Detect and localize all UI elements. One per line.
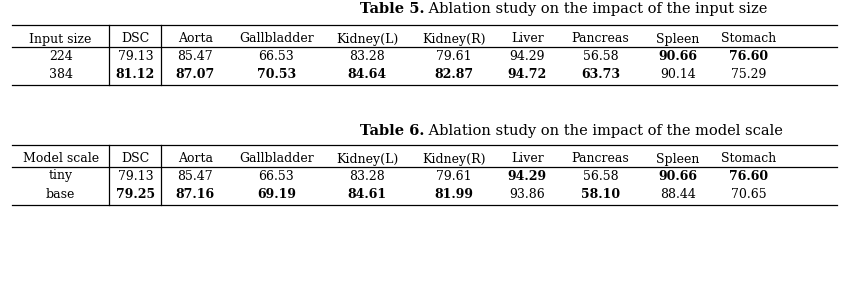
Text: 69.19: 69.19 (257, 188, 296, 200)
Text: Aorta: Aorta (177, 33, 212, 46)
Text: 66.53: 66.53 (259, 170, 295, 183)
Text: Ablation study on the impact of the input size: Ablation study on the impact of the inpu… (424, 2, 767, 16)
Text: 83.28: 83.28 (349, 50, 385, 63)
Text: 87.16: 87.16 (176, 188, 215, 200)
Text: Input size: Input size (30, 33, 92, 46)
Text: 94.72: 94.72 (508, 68, 547, 80)
Text: Pancreas: Pancreas (571, 33, 629, 46)
Text: 56.58: 56.58 (582, 50, 618, 63)
Text: Liver: Liver (511, 33, 543, 46)
Text: DSC: DSC (121, 153, 149, 166)
Text: Spleen: Spleen (656, 153, 700, 166)
Text: 85.47: 85.47 (177, 170, 213, 183)
Text: 56.58: 56.58 (582, 170, 618, 183)
Text: 81.99: 81.99 (435, 188, 473, 200)
Text: 224: 224 (48, 50, 72, 63)
Text: Gallbladder: Gallbladder (239, 33, 314, 46)
Text: 79.13: 79.13 (117, 170, 153, 183)
Text: Aorta: Aorta (177, 153, 212, 166)
Text: 85.47: 85.47 (177, 50, 213, 63)
Text: 76.60: 76.60 (729, 50, 768, 63)
Text: Kidney(L): Kidney(L) (336, 153, 398, 166)
Text: 70.65: 70.65 (731, 188, 767, 200)
Text: Stomach: Stomach (721, 153, 776, 166)
Text: 82.87: 82.87 (434, 68, 474, 80)
Text: 94.29: 94.29 (509, 50, 545, 63)
Text: 84.64: 84.64 (347, 68, 387, 80)
Text: 90.66: 90.66 (659, 170, 698, 183)
Text: 84.61: 84.61 (347, 188, 387, 200)
Text: Pancreas: Pancreas (571, 153, 629, 166)
Text: 79.61: 79.61 (436, 170, 471, 183)
Text: 75.29: 75.29 (731, 68, 767, 80)
Text: Spleen: Spleen (656, 33, 700, 46)
Text: 58.10: 58.10 (581, 188, 621, 200)
Text: 79.13: 79.13 (117, 50, 153, 63)
Text: 79.25: 79.25 (115, 188, 155, 200)
Text: 384: 384 (48, 68, 73, 80)
Text: Stomach: Stomach (721, 33, 776, 46)
Text: Gallbladder: Gallbladder (239, 153, 314, 166)
Text: Kidney(R): Kidney(R) (422, 33, 486, 46)
Text: Kidney(L): Kidney(L) (336, 33, 398, 46)
Text: 66.53: 66.53 (259, 50, 295, 63)
Text: 79.61: 79.61 (436, 50, 471, 63)
Text: 81.12: 81.12 (115, 68, 155, 80)
Text: 88.44: 88.44 (661, 188, 696, 200)
Text: 87.07: 87.07 (176, 68, 215, 80)
Text: 94.29: 94.29 (508, 170, 547, 183)
Text: Table 5.: Table 5. (360, 2, 424, 16)
Text: 93.86: 93.86 (509, 188, 545, 200)
Text: Table 6.: Table 6. (360, 124, 424, 138)
Text: tiny: tiny (48, 170, 73, 183)
Text: 90.66: 90.66 (659, 50, 698, 63)
Text: Ablation study on the impact of the model scale: Ablation study on the impact of the mode… (424, 124, 784, 138)
Text: 90.14: 90.14 (661, 68, 696, 80)
Text: 83.28: 83.28 (349, 170, 385, 183)
Text: Model scale: Model scale (23, 153, 98, 166)
Text: 70.53: 70.53 (257, 68, 296, 80)
Text: Kidney(R): Kidney(R) (422, 153, 486, 166)
Text: 63.73: 63.73 (581, 68, 620, 80)
Text: 76.60: 76.60 (729, 170, 768, 183)
Text: base: base (46, 188, 76, 200)
Text: DSC: DSC (121, 33, 149, 46)
Text: Liver: Liver (511, 153, 543, 166)
